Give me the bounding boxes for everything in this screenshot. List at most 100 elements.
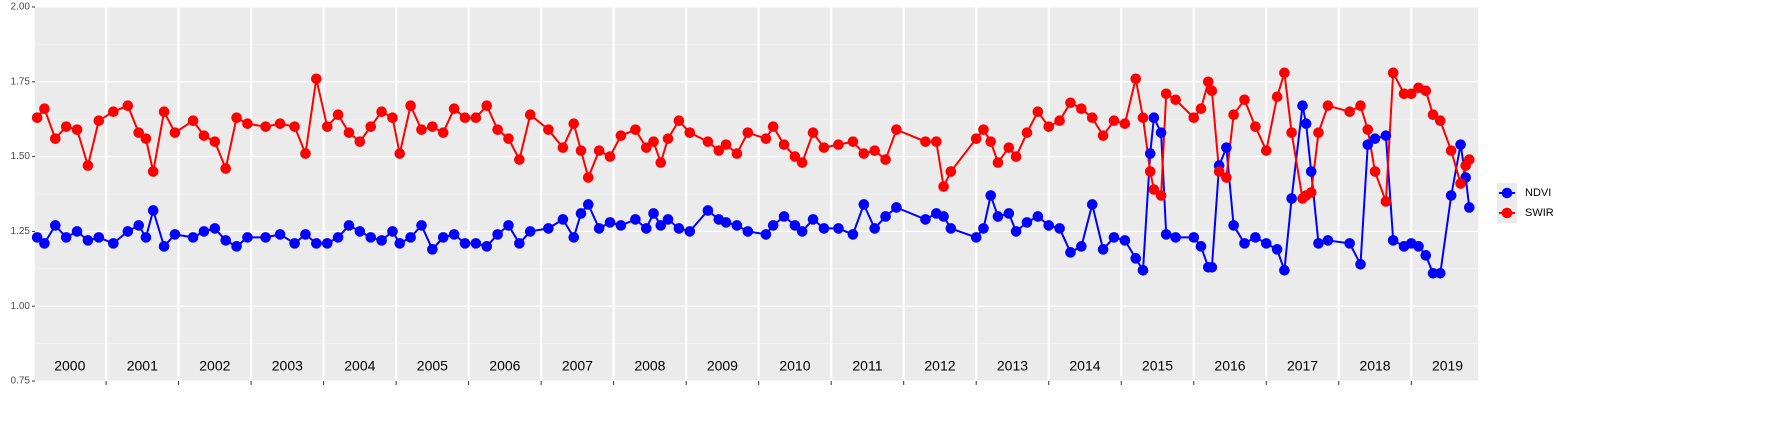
data-point [1279,264,1290,276]
data-point [93,232,105,243]
data-point [662,133,674,144]
data-point [1305,166,1317,177]
data-point [133,220,144,231]
data-point [880,154,891,165]
data-point [1108,115,1120,126]
data-point [1427,109,1439,121]
data-point [31,232,43,243]
data-point [1369,133,1381,144]
data-point [684,226,696,237]
data-point [557,214,569,225]
data-point [514,154,525,165]
x-tick-label: 2016 [1214,358,1245,374]
data-point [1434,267,1446,279]
data-point [807,127,819,138]
data-point [778,211,790,222]
data-point [1300,118,1312,129]
data-point [978,124,989,135]
x-tick-label: 2008 [634,358,665,374]
data-point [818,223,830,234]
data-point [807,214,819,225]
data-point [796,157,808,168]
data-point [1286,193,1297,204]
data-point [575,145,587,156]
data-point [557,142,569,153]
data-point [720,217,732,228]
data-point [1097,130,1109,141]
data-point [1455,178,1466,189]
x-tick-label: 2013 [997,358,1028,374]
data-point [1455,139,1466,150]
data-point [1188,232,1200,243]
data-point [1054,223,1065,234]
data-point [1010,151,1022,162]
data-point [1148,112,1160,124]
data-point [1202,76,1214,88]
x-tick-label: 2018 [1359,358,1390,374]
x-tick-label: 2000 [54,358,85,374]
data-point [1362,124,1374,135]
data-point [1108,232,1120,243]
x-tick-label: 2017 [1287,358,1318,374]
data-point [416,220,427,231]
data-point [662,214,674,225]
data-point [1170,232,1181,243]
data-point [1344,106,1355,118]
data-point [209,223,221,234]
data-point [615,220,627,231]
data-point [448,103,460,115]
data-point [158,241,170,252]
data-point [593,223,605,234]
x-tick-label: 2011 [852,358,882,374]
data-point [1286,127,1297,138]
data-point [1279,67,1290,79]
data-point [39,238,50,249]
data-point [1221,142,1232,153]
data-point [242,232,253,243]
data-point [1445,190,1457,201]
x-tick-label: 2014 [1069,358,1100,374]
x-tick-label: 2002 [199,358,230,374]
data-point [582,172,594,183]
data-point [1239,238,1250,249]
data-point [354,136,366,147]
grid [35,6,1478,382]
data-point [778,139,790,150]
data-point [1003,208,1015,219]
data-point [300,229,311,240]
data-point [1065,97,1076,109]
data-point [470,112,482,124]
data-point [427,244,438,255]
data-point [1250,121,1261,132]
data-point [1313,127,1324,138]
data-point [39,103,50,115]
data-point [376,235,387,246]
data-point [108,106,119,118]
data-point [945,166,957,177]
series-lines [31,67,1475,279]
data-point [1305,187,1317,198]
data-point [869,145,880,156]
data-point [311,73,322,85]
data-point [1398,88,1410,100]
data-point [274,118,286,129]
data-point [767,220,779,231]
data-point [1206,85,1218,97]
data-point [1032,211,1044,222]
data-point [1362,139,1374,150]
data-point [1322,235,1334,246]
data-point [1344,238,1355,249]
data-point [818,142,830,153]
data-point [1054,115,1065,126]
data-point [920,214,931,225]
data-point [82,160,94,171]
data-point [858,199,870,210]
data-point [1228,109,1239,121]
data-point [503,220,514,231]
data-point [869,223,880,234]
data-point [1380,130,1392,141]
x-tick-label: 2005 [417,358,448,374]
x-tick-label: 2012 [924,358,955,374]
data-point [833,223,844,234]
data-point [1119,118,1131,129]
